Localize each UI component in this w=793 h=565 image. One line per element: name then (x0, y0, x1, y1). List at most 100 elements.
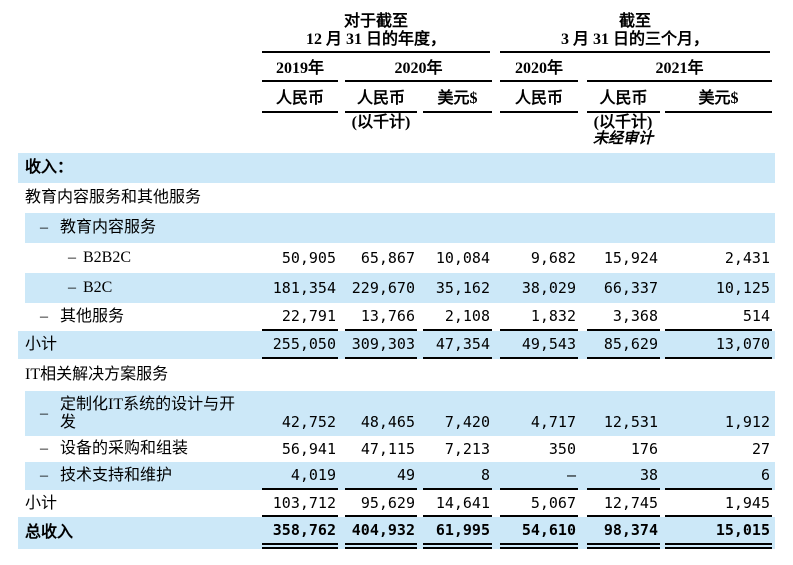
row-label: 小计 (25, 494, 58, 512)
currency-header-usd-2021q1: 美元$ (665, 87, 772, 113)
cell-value (345, 359, 417, 391)
table-row: – 其他服务 22,791 13,766 2,108 1,832 3,368 514 (8, 303, 775, 331)
cell-value: 229,670 (351, 279, 415, 297)
cell-value: 103,712 (262, 490, 338, 517)
cell-value: 8 (423, 462, 492, 490)
row-label: IT相关解决方案服务 (25, 366, 169, 383)
unaudited-note: 未经审计 (592, 131, 653, 147)
cell-value: 54,610 (500, 517, 578, 549)
dash-marker: – (40, 404, 48, 422)
period-group-quarter-line2: 3 月 31 日的三个月， (560, 31, 709, 48)
cell-value (423, 153, 492, 183)
row-label: 教育内容服务和其他服务 (25, 189, 202, 206)
cell-value (500, 359, 578, 391)
cell-value (500, 183, 578, 213)
cell-value (345, 213, 417, 243)
cell-value: 85,629 (587, 331, 660, 359)
row-label-cell: – 其他服务 (8, 303, 262, 331)
dash-marker: – (40, 467, 48, 484)
cell-value (345, 153, 417, 183)
cell-value: 49,543 (500, 331, 578, 359)
cell-value (587, 359, 660, 391)
currency-header-rmb-2019: 人民币 (262, 87, 338, 113)
table-row: – 设备的采购和组装 56,941 47,115 7,213 350 176 27 (8, 436, 775, 462)
cell-value: 514 (665, 303, 772, 331)
cell-value: 12,531 (603, 413, 658, 431)
cell-value (587, 183, 660, 213)
cell-value: 7,213 (444, 440, 490, 458)
row-label-cell: – 教育内容服务 (8, 213, 262, 243)
row-label: 定制化IT系统的设计与开 发 (60, 395, 236, 431)
table-row: – 定制化IT系统的设计与开 发 42,752 48,465 7,420 4,717 12,… (8, 391, 775, 436)
year-header-2020: 2020年 (345, 58, 492, 82)
year-header-2020-q1: 2020年 (500, 58, 578, 82)
table-row: 收入： (8, 153, 775, 183)
cell-value: 65,867 (360, 249, 415, 267)
row-label: 总收入 (25, 524, 74, 541)
cell-value: 2,431 (724, 249, 770, 267)
year-header-2021-q1: 2021年 (587, 58, 772, 82)
cell-value: 48,465 (360, 413, 415, 431)
table-row: 教育内容服务和其他服务 (8, 183, 775, 213)
cell-value: 4,717 (530, 413, 576, 431)
cell-value: 6 (665, 462, 772, 490)
row-label-cell: – 定制化IT系统的设计与开 发 (8, 391, 262, 436)
cell-value: 176 (630, 440, 658, 458)
row-label: 技术支持和维护 (60, 467, 173, 484)
cell-value (500, 153, 578, 183)
cell-value: 38 (587, 462, 660, 490)
cell-value: 12,745 (587, 490, 660, 517)
row-label-cell: 教育内容服务和其他服务 (8, 183, 262, 213)
row-label-cell: 总收入 (8, 517, 262, 549)
cell-value: 98,374 (587, 517, 660, 549)
cell-value: 95,629 (345, 490, 417, 517)
row-label-cell: 收入： (8, 153, 262, 183)
cell-value (665, 153, 772, 183)
cell-value: 3,368 (587, 303, 660, 331)
table-row: 总收入 358,762 404,932 61,995 54,610 98,374 15,01… (8, 517, 775, 549)
cell-value: — (500, 462, 578, 490)
row-label-cell: – 技术支持和维护 (8, 462, 262, 490)
cell-value: 13,070 (665, 331, 772, 359)
cell-value: 22,791 (262, 303, 338, 331)
row-label: B2B2C (83, 249, 132, 266)
currency-header-rmb-2021q1: 人民币 (587, 87, 660, 113)
table-header: 对于截至 12 月 31 日的年度， 截至 3 月 31 日的三个月， 2019… (0, 0, 793, 153)
cell-value (262, 359, 338, 391)
table-row: – 技术支持和维护 4,019 49 8—38 6 (8, 462, 775, 490)
dash-marker: – (40, 219, 48, 236)
period-group-quarter: 截至 3 月 31 日的三个月， (500, 13, 770, 53)
cell-value: 66,337 (603, 279, 658, 297)
dash-marker: – (68, 249, 76, 266)
cell-value: 49 (345, 462, 417, 490)
cell-value (423, 213, 492, 243)
cell-value: 4,019 (262, 462, 338, 490)
table-row: 小计 103,712 95,629 14,641 5,067 12,745 1,945 (8, 490, 775, 517)
cell-value: 181,354 (272, 279, 336, 297)
year-header-2019: 2019年 (262, 58, 338, 82)
cell-value: 1,945 (665, 490, 772, 517)
period-group-quarter-line1: 截至 (618, 13, 651, 30)
table-row: – 教育内容服务 (8, 213, 775, 243)
cell-value (262, 183, 338, 213)
cell-value (587, 153, 660, 183)
unit-note-annual: (以千计) (351, 114, 411, 131)
row-label: 设备的采购和组装 (60, 440, 189, 457)
cell-value (423, 359, 492, 391)
row-label: 小计 (25, 336, 58, 353)
cell-value: 10,084 (435, 249, 490, 267)
cell-value: 61,995 (423, 517, 492, 549)
dash-marker: – (68, 279, 76, 296)
cell-value: 15,924 (603, 249, 658, 267)
row-label-cell: IT相关解决方案服务 (8, 359, 262, 391)
period-group-annual-line1: 对于截至 (343, 13, 408, 30)
table-body: 收入： 教育内容服务和其他服务 – 教育内容服务 – B2B2C 50,905 65,867 1… (8, 153, 775, 549)
row-label: 其他服务 (60, 308, 125, 325)
period-group-annual: 对于截至 12 月 31 日的年度， (262, 13, 490, 53)
cell-value (500, 213, 578, 243)
currency-header-rmb-2020: 人民币 (345, 87, 417, 113)
cell-value (665, 213, 772, 243)
unit-note-quarter-text: (以千计) (593, 114, 653, 131)
row-label: 收入： (25, 159, 74, 176)
